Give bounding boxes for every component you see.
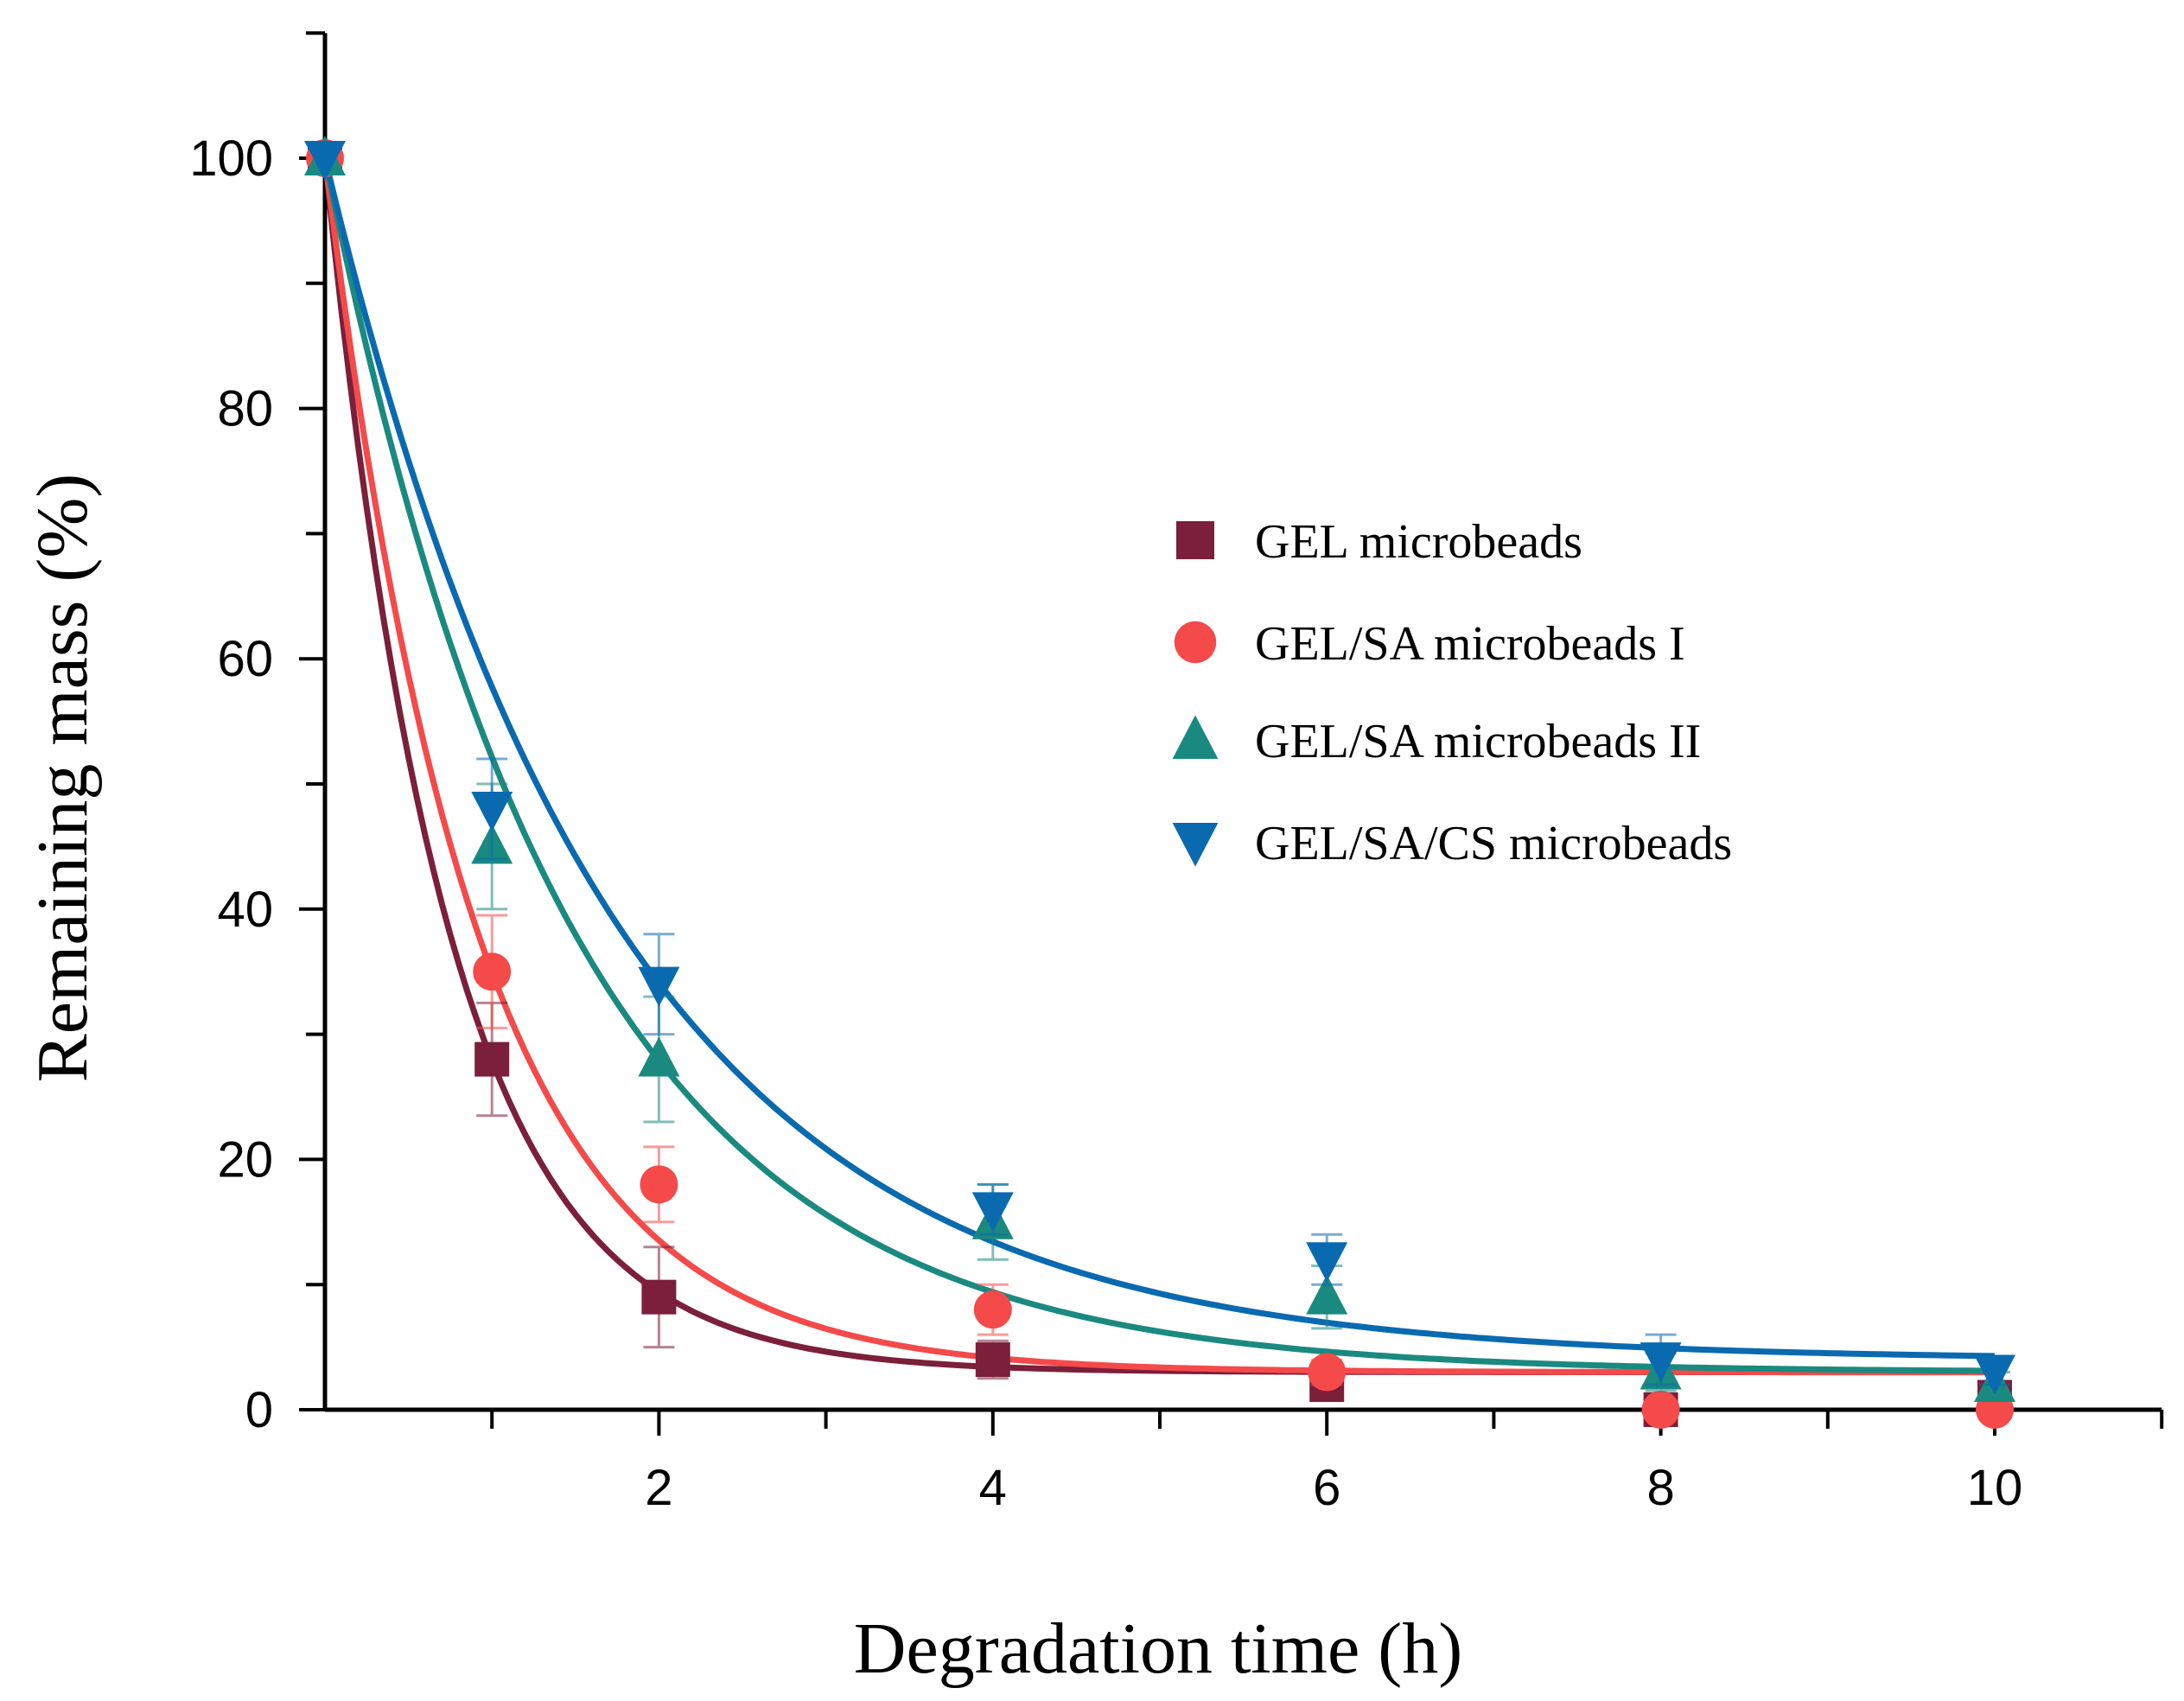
- data-point: [1641, 1391, 1680, 1429]
- data-point: [638, 1036, 680, 1077]
- fit-curve: [322, 157, 1996, 1360]
- y-tick-label: 0: [245, 1382, 273, 1438]
- data-point: [971, 1192, 1014, 1233]
- data-point: [638, 966, 680, 1007]
- x-tick-label: 10: [1967, 1460, 2023, 1516]
- y-tick-label: 20: [217, 1131, 273, 1188]
- data-point: [1306, 1242, 1348, 1283]
- data-point: [1974, 1354, 2015, 1395]
- data-point: [1640, 1342, 1682, 1383]
- data-point: [471, 791, 513, 831]
- y-tick-label: 60: [217, 631, 273, 687]
- x-axis-label: Degradation time (h): [854, 1609, 1462, 1689]
- legend-marker: [1172, 823, 1219, 867]
- data-points: [304, 136, 2015, 1429]
- legend: GEL microbeads GEL/SA microbeads I GEL/SA …: [1172, 515, 1732, 870]
- fit-curve: [322, 157, 1995, 1375]
- legend-marker: [1172, 715, 1219, 759]
- fit-curves: [322, 157, 1996, 1376]
- data-point: [1308, 1353, 1347, 1392]
- legend-label: GEL/SA/CS microbeads: [1255, 817, 1732, 870]
- data-point: [1306, 1274, 1348, 1315]
- y-tick-label: 40: [217, 882, 273, 938]
- x-tick-label: 8: [1646, 1460, 1674, 1516]
- data-point: [474, 1042, 510, 1077]
- x-tick-label: 2: [645, 1460, 672, 1516]
- y-tick-label: 100: [189, 131, 273, 187]
- data-point: [975, 1342, 1010, 1378]
- data-point: [973, 1290, 1012, 1329]
- legend-label: GEL/SA microbeads II: [1255, 715, 1701, 768]
- y-tick-label: 80: [217, 381, 273, 437]
- legend-marker: [1174, 621, 1217, 664]
- data-point: [640, 1165, 678, 1204]
- data-point: [641, 1279, 677, 1315]
- legend-marker: [1176, 521, 1214, 559]
- fit-curve: [322, 157, 1996, 1374]
- fit-curve: [322, 157, 1995, 1376]
- data-point: [473, 952, 512, 991]
- y-axis-label: Remaining mass (%): [22, 474, 103, 1083]
- data-point: [304, 141, 346, 181]
- x-tick-label: 6: [1313, 1460, 1340, 1516]
- legend-label: GEL microbeads: [1255, 515, 1582, 569]
- legend-label: GEL/SA microbeads I: [1255, 617, 1685, 671]
- x-tick-label: 4: [979, 1460, 1007, 1516]
